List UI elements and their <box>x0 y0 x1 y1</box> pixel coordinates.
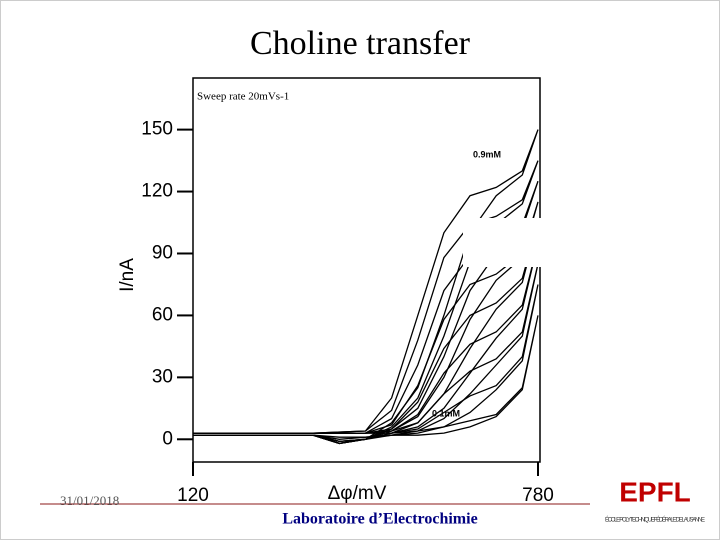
annotation: 0.1mM <box>432 408 460 418</box>
logo-caption: ÉCOLE POLYTECHNIQUE FÉDÉRALE DE LAUSANNE <box>605 517 705 524</box>
plot-frame <box>192 77 541 463</box>
y-tick-label: 90 <box>152 242 173 263</box>
y-tick-label: 0 <box>162 428 173 449</box>
footer-text: Laboratoire d’Electrochimie <box>282 511 477 528</box>
annotation: Sweep rate 20mVs-1 <box>197 91 289 103</box>
x-tick-label: 120 <box>177 485 209 506</box>
annotation: 0.9mM <box>473 149 501 159</box>
x-tick-label: 780 <box>522 485 554 506</box>
data-line <box>193 263 539 443</box>
x-axis-label: Δφ/mV <box>328 483 387 504</box>
y-tick-label: 150 <box>141 119 173 140</box>
occluder <box>463 218 551 267</box>
y-tick-label: 30 <box>152 366 173 387</box>
y-tick-label: 60 <box>152 304 173 325</box>
y-tick-label: 120 <box>141 181 173 202</box>
plot: 0 30 60 90 120 150 120 780 Δφ/mV I/nA Sweep rate 2… <box>117 91 554 506</box>
data-line <box>193 315 539 438</box>
slide-title: Choline transfer <box>250 25 471 62</box>
slide-date: 31/01/2018 <box>60 493 119 508</box>
y-axis-label: I/nA <box>117 258 138 292</box>
logo: EPFL <box>619 476 691 507</box>
